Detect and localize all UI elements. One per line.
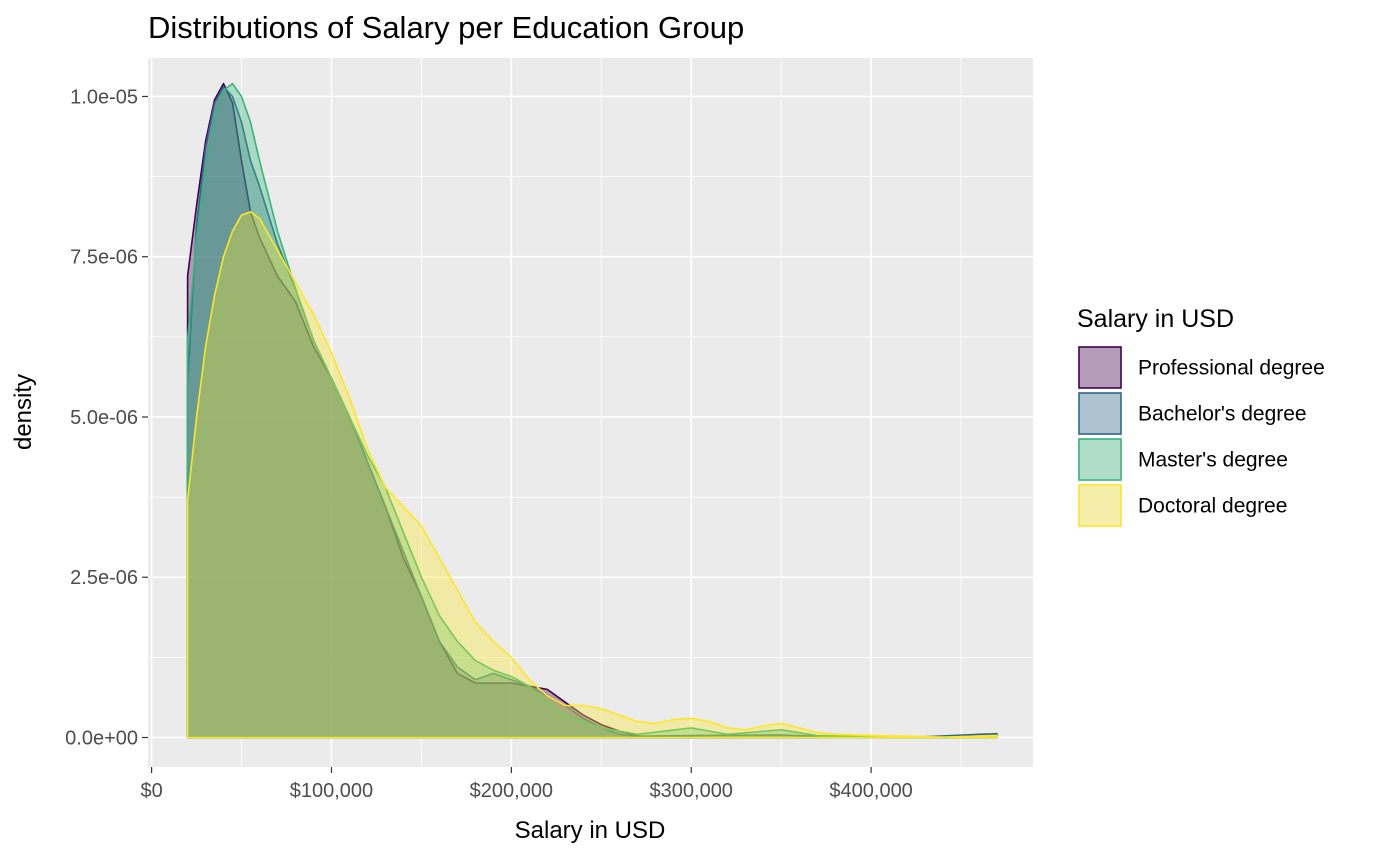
density-area-bachelor-s-degree [186, 86, 998, 739]
x-axis-label: Salary in USD [515, 817, 666, 844]
y-tick-label: 0.0e+00 [65, 728, 138, 750]
legend-key-background [1078, 438, 1122, 481]
axis-ticks [142, 95, 872, 773]
density-area-master-s-degree [186, 82, 998, 739]
legend: Salary in USD Professional degree Bachelo… [1077, 305, 1325, 527]
density-series [186, 82, 998, 739]
y-tick-label: 1.0e-05 [70, 86, 138, 108]
legend-key-professional-degree [1078, 346, 1122, 389]
legend-label: Doctoral degree [1138, 495, 1287, 518]
legend-label: Professional degree [1138, 357, 1325, 380]
x-tick-label: $400,000 [829, 780, 912, 802]
legend-key-background [1078, 484, 1122, 527]
x-tick-label: $0 [140, 780, 162, 802]
y-tick-label: 2.5e-06 [70, 567, 138, 589]
y-axis-label: density [10, 374, 37, 450]
legend-label: Master's degree [1138, 449, 1288, 472]
legend-label: Bachelor's degree [1138, 403, 1307, 426]
legend-key-bachelor-s-degree [1078, 392, 1122, 435]
x-tick-label: $300,000 [650, 780, 733, 802]
x-tick-label: $100,000 [290, 780, 373, 802]
legend-key-background [1078, 392, 1122, 435]
x-tick-label: $200,000 [470, 780, 553, 802]
y-tick-label: 5.0e-06 [70, 407, 138, 429]
legend-key-background [1078, 346, 1122, 389]
minor-gridlines [148, 58, 1033, 767]
chart-title: Distributions of Salary per Education Gr… [148, 10, 744, 45]
density-area-doctoral-degree [186, 211, 998, 739]
x-axis-tick-labels: $0 $100,000 $200,000 $300,000 $400,000 [140, 780, 912, 802]
legend-key-doctoral-degree [1078, 484, 1122, 527]
y-tick-label: 7.5e-06 [70, 247, 138, 269]
legend-key-master-s-degree [1078, 438, 1122, 481]
plot-panel [148, 58, 1033, 767]
y-axis-tick-labels: 0.0e+00 2.5e-06 5.0e-06 7.5e-06 1.0e-05 [65, 86, 138, 749]
legend-title: Salary in USD [1077, 305, 1234, 333]
